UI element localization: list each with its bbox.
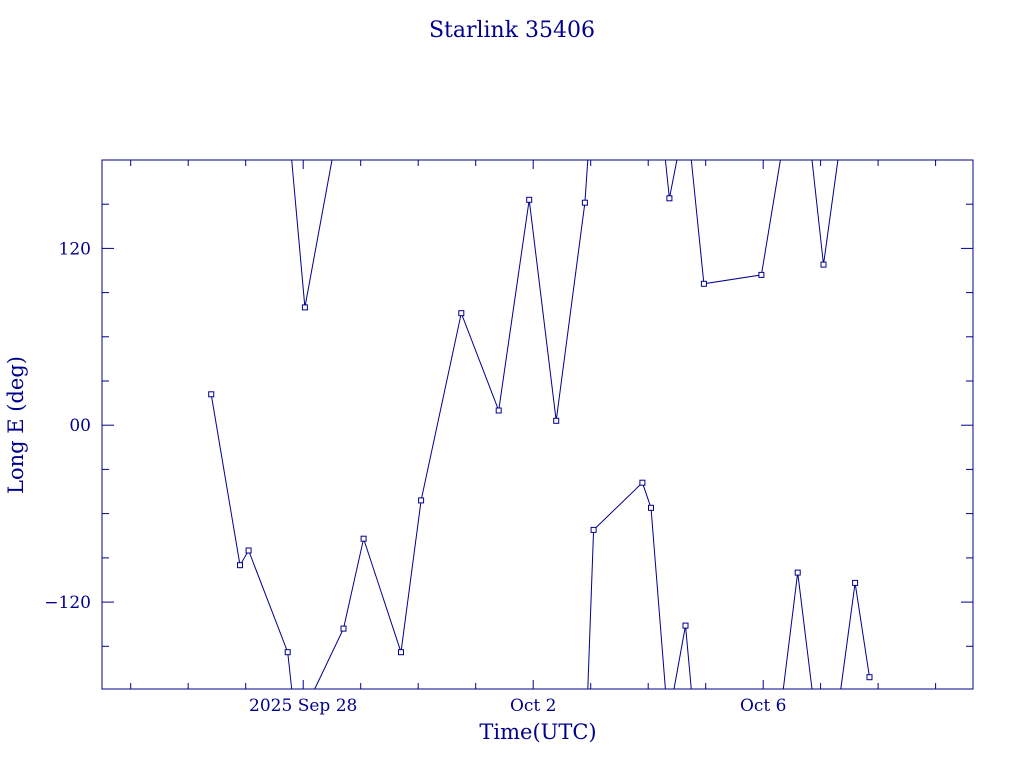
data-point bbox=[301, 304, 308, 311]
data-point bbox=[237, 562, 243, 569]
data-point bbox=[245, 547, 252, 554]
data-point bbox=[418, 497, 425, 504]
series-line bbox=[673, 625, 692, 690]
x-axis-label: Time(UTC) bbox=[479, 720, 596, 744]
data-point bbox=[700, 280, 707, 287]
series-line bbox=[782, 572, 813, 690]
axis-ticks bbox=[102, 160, 973, 689]
data-point bbox=[648, 504, 654, 511]
series-segment bbox=[690, 159, 781, 287]
x-tick-label: 2025 Sep 28 bbox=[249, 696, 357, 716]
series-line bbox=[840, 582, 870, 690]
data-point bbox=[526, 196, 533, 203]
data-point bbox=[794, 569, 801, 576]
y-axis-label: Long E (deg) bbox=[4, 356, 28, 494]
series-line bbox=[664, 159, 678, 199]
data-point bbox=[495, 407, 502, 414]
series-segment bbox=[291, 159, 333, 311]
data-point bbox=[340, 625, 347, 632]
y-tick-label: 00 bbox=[69, 416, 91, 436]
series-segment bbox=[587, 479, 666, 690]
series-segment bbox=[811, 159, 839, 268]
data-point bbox=[866, 674, 873, 681]
x-tick-labels: 2025 Sep 28 Oct 2 Oct 6 bbox=[249, 696, 786, 716]
series-line bbox=[587, 481, 666, 690]
data-point bbox=[208, 391, 215, 398]
data-point bbox=[820, 261, 827, 268]
data-point bbox=[360, 535, 367, 542]
data-point bbox=[398, 649, 404, 656]
series-line bbox=[690, 159, 781, 285]
series-segment bbox=[314, 159, 589, 690]
y-tick-label: 120 bbox=[59, 239, 91, 259]
chart-title: Starlink 35406 bbox=[429, 18, 595, 43]
data-point bbox=[458, 310, 465, 317]
data-point bbox=[852, 579, 859, 586]
series-segment bbox=[782, 569, 813, 690]
x-tick-label: Oct 6 bbox=[740, 696, 787, 716]
y-tick-labels: 120 00 −120 bbox=[44, 239, 91, 613]
series-line bbox=[314, 159, 589, 690]
series-line bbox=[210, 394, 293, 690]
series-segment bbox=[673, 622, 692, 690]
data-point bbox=[553, 417, 560, 424]
series-line bbox=[291, 159, 333, 308]
series-line bbox=[811, 159, 839, 265]
data-point bbox=[590, 526, 597, 533]
series-segment bbox=[664, 159, 678, 202]
data-point bbox=[639, 479, 646, 486]
x-tick-label: Oct 2 bbox=[510, 696, 557, 716]
series-segment bbox=[208, 391, 293, 690]
series-layer bbox=[208, 159, 873, 690]
data-point bbox=[682, 622, 689, 629]
data-point bbox=[581, 199, 588, 206]
plot-frame bbox=[101, 159, 974, 690]
y-tick-label: −120 bbox=[44, 593, 91, 613]
series-segment bbox=[840, 579, 873, 690]
data-point bbox=[284, 649, 291, 656]
data-point bbox=[758, 271, 765, 278]
data-point bbox=[666, 195, 673, 202]
